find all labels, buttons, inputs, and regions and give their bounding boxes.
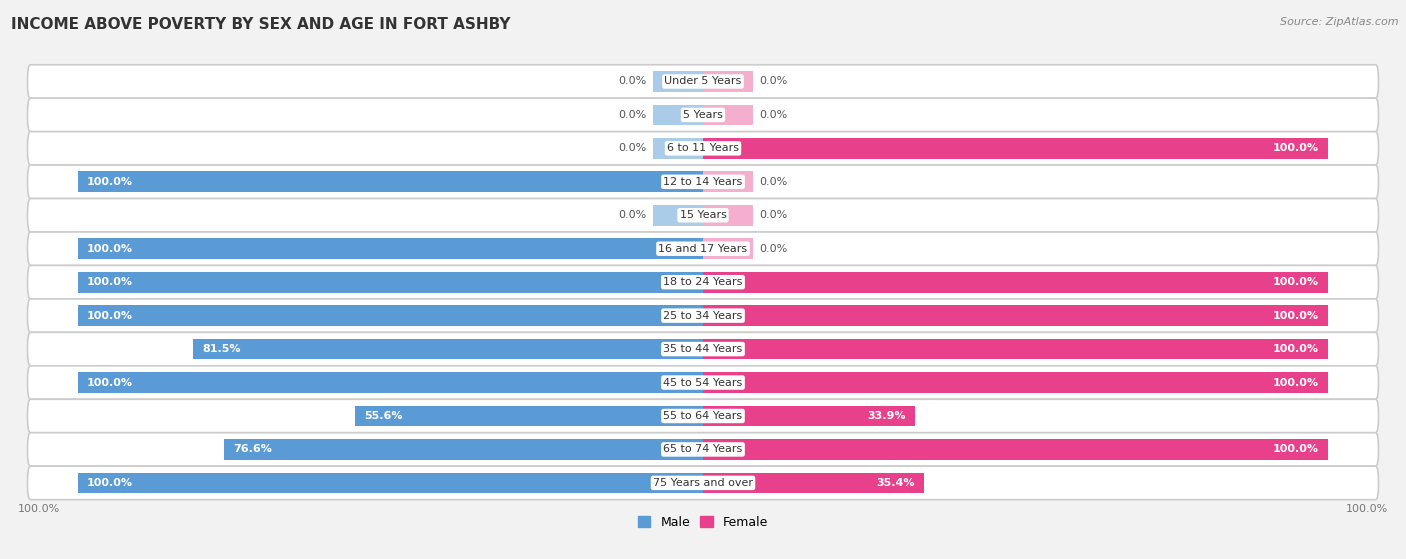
Text: 76.6%: 76.6% bbox=[233, 444, 273, 454]
FancyBboxPatch shape bbox=[28, 232, 1378, 266]
Bar bbox=[703, 339, 1329, 359]
Text: 100.0%: 100.0% bbox=[1272, 311, 1319, 321]
Text: 35 to 44 Years: 35 to 44 Years bbox=[664, 344, 742, 354]
Bar bbox=[703, 138, 1329, 159]
Text: Under 5 Years: Under 5 Years bbox=[665, 77, 741, 87]
Bar bbox=[77, 372, 703, 393]
Text: 100.0%: 100.0% bbox=[87, 277, 134, 287]
Bar bbox=[224, 439, 703, 460]
Bar bbox=[77, 238, 703, 259]
Text: 0.0%: 0.0% bbox=[619, 143, 647, 153]
Text: 45 to 54 Years: 45 to 54 Years bbox=[664, 377, 742, 387]
Bar bbox=[703, 305, 1329, 326]
Bar bbox=[652, 138, 703, 159]
FancyBboxPatch shape bbox=[28, 65, 1378, 98]
Text: 35.4%: 35.4% bbox=[876, 478, 915, 488]
Bar bbox=[703, 372, 1329, 393]
Text: 100.0%: 100.0% bbox=[87, 478, 134, 488]
Text: 100.0%: 100.0% bbox=[18, 504, 60, 514]
Bar bbox=[703, 272, 1329, 292]
Text: 81.5%: 81.5% bbox=[202, 344, 242, 354]
Text: 100.0%: 100.0% bbox=[1346, 504, 1388, 514]
Text: 100.0%: 100.0% bbox=[87, 244, 134, 254]
Text: 5 Years: 5 Years bbox=[683, 110, 723, 120]
Text: 15 Years: 15 Years bbox=[679, 210, 727, 220]
Text: 0.0%: 0.0% bbox=[619, 77, 647, 87]
Text: 25 to 34 Years: 25 to 34 Years bbox=[664, 311, 742, 321]
FancyBboxPatch shape bbox=[28, 98, 1378, 131]
Text: 100.0%: 100.0% bbox=[87, 377, 134, 387]
Text: 65 to 74 Years: 65 to 74 Years bbox=[664, 444, 742, 454]
FancyBboxPatch shape bbox=[28, 466, 1378, 500]
Bar bbox=[703, 472, 924, 493]
Text: 0.0%: 0.0% bbox=[759, 110, 787, 120]
Text: 18 to 24 Years: 18 to 24 Years bbox=[664, 277, 742, 287]
FancyBboxPatch shape bbox=[28, 433, 1378, 466]
Text: 0.0%: 0.0% bbox=[759, 77, 787, 87]
Bar bbox=[652, 71, 703, 92]
Text: 33.9%: 33.9% bbox=[868, 411, 905, 421]
Bar bbox=[77, 305, 703, 326]
Text: 6 to 11 Years: 6 to 11 Years bbox=[666, 143, 740, 153]
FancyBboxPatch shape bbox=[28, 366, 1378, 399]
Text: 100.0%: 100.0% bbox=[87, 177, 134, 187]
Text: 55.6%: 55.6% bbox=[364, 411, 404, 421]
Text: 100.0%: 100.0% bbox=[1272, 344, 1319, 354]
FancyBboxPatch shape bbox=[28, 299, 1378, 333]
Bar bbox=[703, 439, 1329, 460]
Text: INCOME ABOVE POVERTY BY SEX AND AGE IN FORT ASHBY: INCOME ABOVE POVERTY BY SEX AND AGE IN F… bbox=[11, 17, 510, 32]
Text: Source: ZipAtlas.com: Source: ZipAtlas.com bbox=[1281, 17, 1399, 27]
Text: 0.0%: 0.0% bbox=[759, 177, 787, 187]
Bar bbox=[703, 105, 754, 125]
Text: 100.0%: 100.0% bbox=[1272, 377, 1319, 387]
Text: 0.0%: 0.0% bbox=[619, 210, 647, 220]
Text: 100.0%: 100.0% bbox=[1272, 143, 1319, 153]
Text: 0.0%: 0.0% bbox=[759, 210, 787, 220]
Text: 12 to 14 Years: 12 to 14 Years bbox=[664, 177, 742, 187]
FancyBboxPatch shape bbox=[28, 333, 1378, 366]
Bar bbox=[77, 172, 703, 192]
Bar bbox=[652, 205, 703, 226]
Bar bbox=[703, 238, 754, 259]
Bar bbox=[77, 272, 703, 292]
FancyBboxPatch shape bbox=[28, 131, 1378, 165]
Text: 16 and 17 Years: 16 and 17 Years bbox=[658, 244, 748, 254]
Bar bbox=[703, 172, 754, 192]
Text: 55 to 64 Years: 55 to 64 Years bbox=[664, 411, 742, 421]
FancyBboxPatch shape bbox=[28, 198, 1378, 232]
Text: 100.0%: 100.0% bbox=[1272, 444, 1319, 454]
Bar bbox=[703, 406, 915, 427]
Text: 75 Years and over: 75 Years and over bbox=[652, 478, 754, 488]
FancyBboxPatch shape bbox=[28, 165, 1378, 198]
Text: 100.0%: 100.0% bbox=[1272, 277, 1319, 287]
FancyBboxPatch shape bbox=[28, 266, 1378, 299]
Text: 0.0%: 0.0% bbox=[619, 110, 647, 120]
Legend: Male, Female: Male, Female bbox=[633, 511, 773, 534]
FancyBboxPatch shape bbox=[28, 399, 1378, 433]
Text: 100.0%: 100.0% bbox=[87, 311, 134, 321]
Bar bbox=[193, 339, 703, 359]
Bar bbox=[356, 406, 703, 427]
Bar bbox=[652, 105, 703, 125]
Text: 0.0%: 0.0% bbox=[759, 244, 787, 254]
Bar bbox=[77, 472, 703, 493]
Bar bbox=[703, 71, 754, 92]
Bar bbox=[703, 205, 754, 226]
